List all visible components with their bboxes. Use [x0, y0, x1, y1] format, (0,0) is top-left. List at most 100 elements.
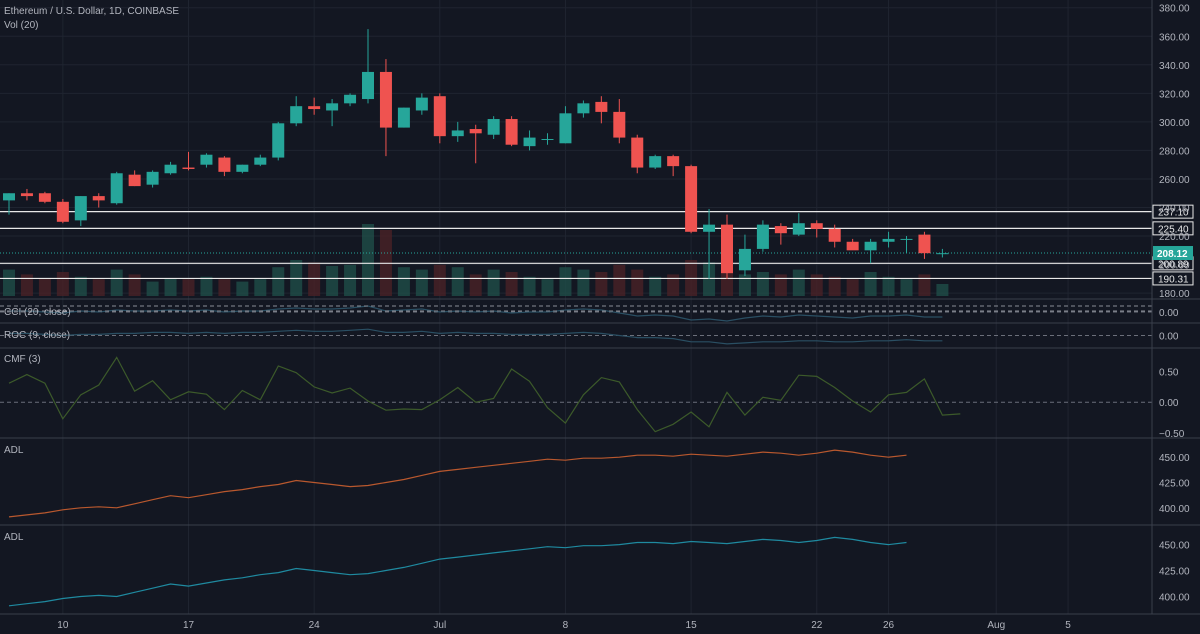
candle [828, 224, 841, 248]
volume-bar [667, 274, 680, 296]
candle [810, 220, 823, 238]
candle-body [164, 164, 177, 174]
indicator-lines [0, 305, 1152, 607]
volume-bar [20, 274, 33, 296]
cmf-tick-label: −0.50 [1159, 429, 1185, 440]
horizontal-levels[interactable]: 237.10 225.40 200.89 190.31 208.12 [0, 204, 1194, 286]
candle [182, 151, 195, 171]
candlestick-series[interactable] [3, 29, 949, 279]
candle [595, 96, 608, 124]
volume-bar [756, 272, 769, 296]
volume-bar [487, 269, 500, 296]
candle-body [595, 101, 608, 112]
volume-bar [38, 278, 51, 296]
grid-lines [0, 0, 1152, 614]
candle [344, 93, 357, 107]
time-tick-label: 17 [183, 620, 195, 631]
candle-body [703, 224, 716, 232]
candle [236, 164, 249, 174]
volume-bar [846, 279, 859, 296]
adl1-tick-label: 400.00 [1159, 504, 1190, 515]
candle [200, 153, 213, 168]
candle-body [3, 193, 15, 201]
candle-body [918, 234, 931, 254]
candle [397, 107, 410, 128]
volume-bar [128, 274, 141, 296]
panel-separators[interactable] [0, 0, 1200, 615]
candle-body [397, 107, 410, 128]
cmf-label: CMF (3) [4, 354, 41, 365]
price-axis[interactable]: 380.00 360.00 340.00 320.00 300.00 280.00 260.… [1159, 4, 1190, 604]
candle-body [631, 137, 644, 168]
candle [613, 99, 626, 144]
candle-body [128, 174, 141, 187]
candle [756, 220, 769, 252]
candle [3, 193, 15, 215]
candle [900, 236, 913, 254]
candle-body [92, 196, 105, 201]
price-tick-label: 360.00 [1159, 32, 1190, 43]
candle [218, 156, 231, 177]
volume-bar [505, 272, 518, 296]
level-price-box [1152, 204, 1194, 219]
candle-body [810, 223, 823, 229]
volume-bar [344, 264, 357, 296]
time-tick-label: 5 [1065, 620, 1071, 631]
level-price-label: 225.40 [1158, 224, 1189, 235]
volume-bar [415, 269, 428, 296]
time-tick-label: 22 [811, 620, 823, 631]
volume-bar [595, 272, 608, 296]
volume-bar [810, 274, 823, 296]
adl-label-1: ADL [4, 445, 24, 456]
candle-body [667, 156, 680, 167]
time-tick-label: Jul [433, 620, 446, 631]
candle-body [864, 241, 877, 251]
volume-bar [864, 272, 877, 296]
candle-body [559, 113, 572, 144]
candle [774, 223, 787, 245]
candle [290, 96, 303, 127]
volume-bar [200, 276, 213, 296]
volume-bar [559, 267, 572, 296]
adl1-line [8, 449, 907, 518]
candle-body [74, 196, 87, 221]
candle-body [649, 156, 662, 168]
candle [541, 133, 554, 145]
candle-body [326, 103, 339, 111]
candle [685, 164, 698, 234]
candle [326, 99, 339, 127]
candle [523, 130, 536, 151]
roc-line [9, 328, 943, 345]
volume-bar [900, 279, 913, 296]
candle-body [541, 139, 554, 141]
roc-tick-label: 0.00 [1159, 332, 1179, 343]
candle [74, 196, 87, 227]
candle [38, 191, 51, 204]
time-axis[interactable]: 10 17 24 Jul 8 15 22 26 Aug 5 [57, 620, 1071, 631]
candle-body [433, 96, 446, 137]
volume-bar [92, 279, 105, 296]
candle [918, 231, 931, 259]
price-tick-label: 260.00 [1159, 175, 1190, 186]
volume-bar [469, 274, 482, 296]
candle [56, 198, 69, 224]
candle [272, 121, 285, 161]
candle-body [38, 193, 51, 202]
candle-body [846, 241, 859, 251]
candle-body [146, 171, 159, 185]
price-tick-label: 300.00 [1159, 118, 1190, 129]
adl2-tick-label: 400.00 [1159, 592, 1190, 603]
price-tick-label: 340.00 [1159, 61, 1190, 72]
time-tick-label: 26 [883, 620, 895, 631]
volume-bar [3, 269, 15, 296]
adl1-tick-label: 450.00 [1159, 453, 1190, 464]
candle [487, 116, 500, 140]
candle-body [362, 71, 374, 100]
time-tick-label: Aug [987, 620, 1005, 631]
candle [631, 134, 644, 174]
candle [505, 116, 518, 147]
candle-body [56, 201, 69, 222]
candle-body [738, 248, 751, 271]
